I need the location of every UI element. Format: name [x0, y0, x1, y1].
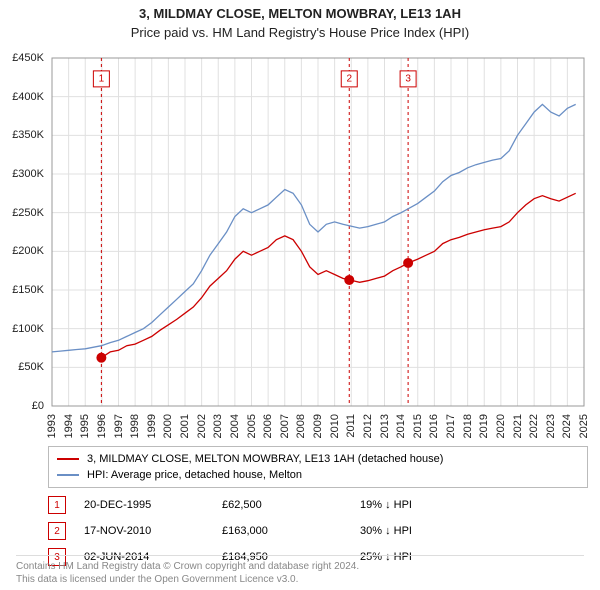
marker-price: £62,500 — [222, 499, 342, 511]
legend: 3, MILDMAY CLOSE, MELTON MOWBRAY, LE13 1… — [48, 446, 588, 488]
y-tick-label: £200K — [12, 245, 44, 257]
y-tick-label: £300K — [12, 168, 44, 180]
x-tick-label: 2002 — [196, 414, 208, 438]
x-tick-label: 2014 — [395, 414, 407, 438]
legend-label: HPI: Average price, detached house, Melt… — [87, 469, 302, 481]
x-tick-label: 2023 — [545, 414, 557, 438]
x-tick-label: 1996 — [96, 414, 108, 438]
chart-area: 123 £0£50K£100K£150K£200K£250K£300K£350K… — [48, 54, 588, 410]
marker-row: 1 20-DEC-1995 £62,500 19% ↓ HPI — [48, 492, 588, 518]
marker-row: 2 17-NOV-2010 £163,000 30% ↓ HPI — [48, 518, 588, 544]
x-tick-label: 2025 — [578, 414, 590, 438]
x-tick-label: 2013 — [379, 414, 391, 438]
marker-delta: 19% ↓ HPI — [360, 499, 480, 511]
marker-badge: 2 — [48, 522, 66, 540]
chart-titles: 3, MILDMAY CLOSE, MELTON MOWBRAY, LE13 1… — [0, 0, 600, 40]
x-tick-label: 2005 — [246, 414, 258, 438]
x-tick-label: 2017 — [445, 414, 457, 438]
svg-text:1: 1 — [99, 73, 105, 84]
x-tick-label: 2006 — [262, 414, 274, 438]
x-tick-label: 2018 — [462, 414, 474, 438]
x-tick-label: 2016 — [428, 414, 440, 438]
y-tick-label: £350K — [12, 129, 44, 141]
legend-label: 3, MILDMAY CLOSE, MELTON MOWBRAY, LE13 1… — [87, 453, 443, 465]
footer-line1: Contains HM Land Registry data © Crown c… — [16, 560, 584, 573]
marker-date: 20-DEC-1995 — [84, 499, 204, 511]
x-tick-label: 1997 — [113, 414, 125, 438]
x-tick-label: 1994 — [63, 414, 75, 438]
svg-text:2: 2 — [346, 73, 352, 84]
x-tick-label: 2024 — [561, 414, 573, 438]
x-tick-label: 2001 — [179, 414, 191, 438]
chart-title-subtitle: Price paid vs. HM Land Registry's House … — [0, 25, 600, 40]
x-tick-label: 2007 — [279, 414, 291, 438]
x-tick-label: 2012 — [362, 414, 374, 438]
y-tick-label: £450K — [12, 52, 44, 64]
legend-item: 3, MILDMAY CLOSE, MELTON MOWBRAY, LE13 1… — [57, 451, 579, 467]
chart-title-address: 3, MILDMAY CLOSE, MELTON MOWBRAY, LE13 1… — [0, 6, 600, 21]
chart-svg: 1 2 3 — [48, 54, 588, 410]
x-tick-label: 2004 — [229, 414, 241, 438]
y-tick-label: £400K — [12, 91, 44, 103]
x-tick-label: 2022 — [528, 414, 540, 438]
legend-swatch-hpi — [57, 474, 79, 476]
y-tick-label: £250K — [12, 207, 44, 219]
svg-text:3: 3 — [405, 73, 411, 84]
x-tick-label: 2009 — [312, 414, 324, 438]
marker-price: £163,000 — [222, 525, 342, 537]
y-tick-label: £0 — [32, 400, 44, 412]
footer-line2: This data is licensed under the Open Gov… — [16, 573, 584, 586]
y-tick-label: £100K — [12, 323, 44, 335]
x-tick-label: 2020 — [495, 414, 507, 438]
x-tick-label: 2015 — [412, 414, 424, 438]
x-tick-label: 1993 — [46, 414, 58, 438]
x-tick-label: 2008 — [295, 414, 307, 438]
legend-item: HPI: Average price, detached house, Melt… — [57, 467, 579, 483]
x-tick-label: 2019 — [478, 414, 490, 438]
x-tick-label: 2010 — [329, 414, 341, 438]
x-tick-label: 1995 — [79, 414, 91, 438]
x-tick-label: 2000 — [162, 414, 174, 438]
footer: Contains HM Land Registry data © Crown c… — [16, 555, 584, 586]
x-tick-label: 2011 — [345, 414, 357, 438]
marker-badge: 1 — [48, 496, 66, 514]
y-tick-label: £150K — [12, 284, 44, 296]
x-tick-label: 1999 — [146, 414, 158, 438]
x-tick-label: 2021 — [512, 414, 524, 438]
marker-date: 17-NOV-2010 — [84, 525, 204, 537]
y-tick-label: £50K — [18, 361, 44, 373]
x-tick-label: 2003 — [212, 414, 224, 438]
marker-delta: 30% ↓ HPI — [360, 525, 480, 537]
x-tick-label: 1998 — [129, 414, 141, 438]
legend-swatch-price-paid — [57, 458, 79, 460]
